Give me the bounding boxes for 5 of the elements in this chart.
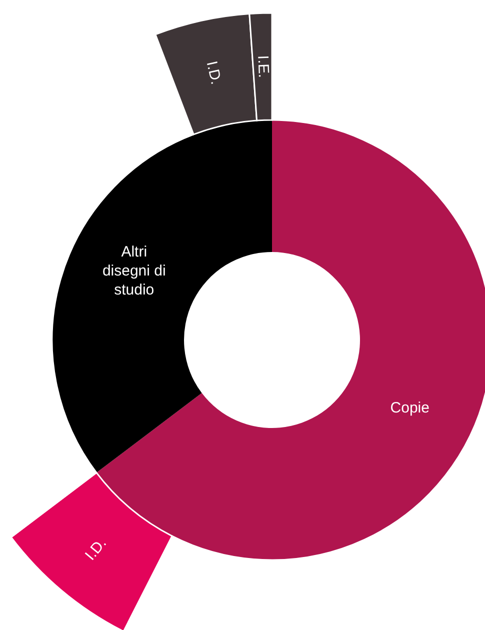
slice-label: Copie — [390, 400, 430, 417]
slice-label: I.D. — [82, 534, 110, 564]
slice-label: I.D. — [202, 60, 225, 86]
slice-label: I.E. — [254, 55, 272, 78]
slice-label: Altri disegni di studio — [102, 243, 166, 298]
